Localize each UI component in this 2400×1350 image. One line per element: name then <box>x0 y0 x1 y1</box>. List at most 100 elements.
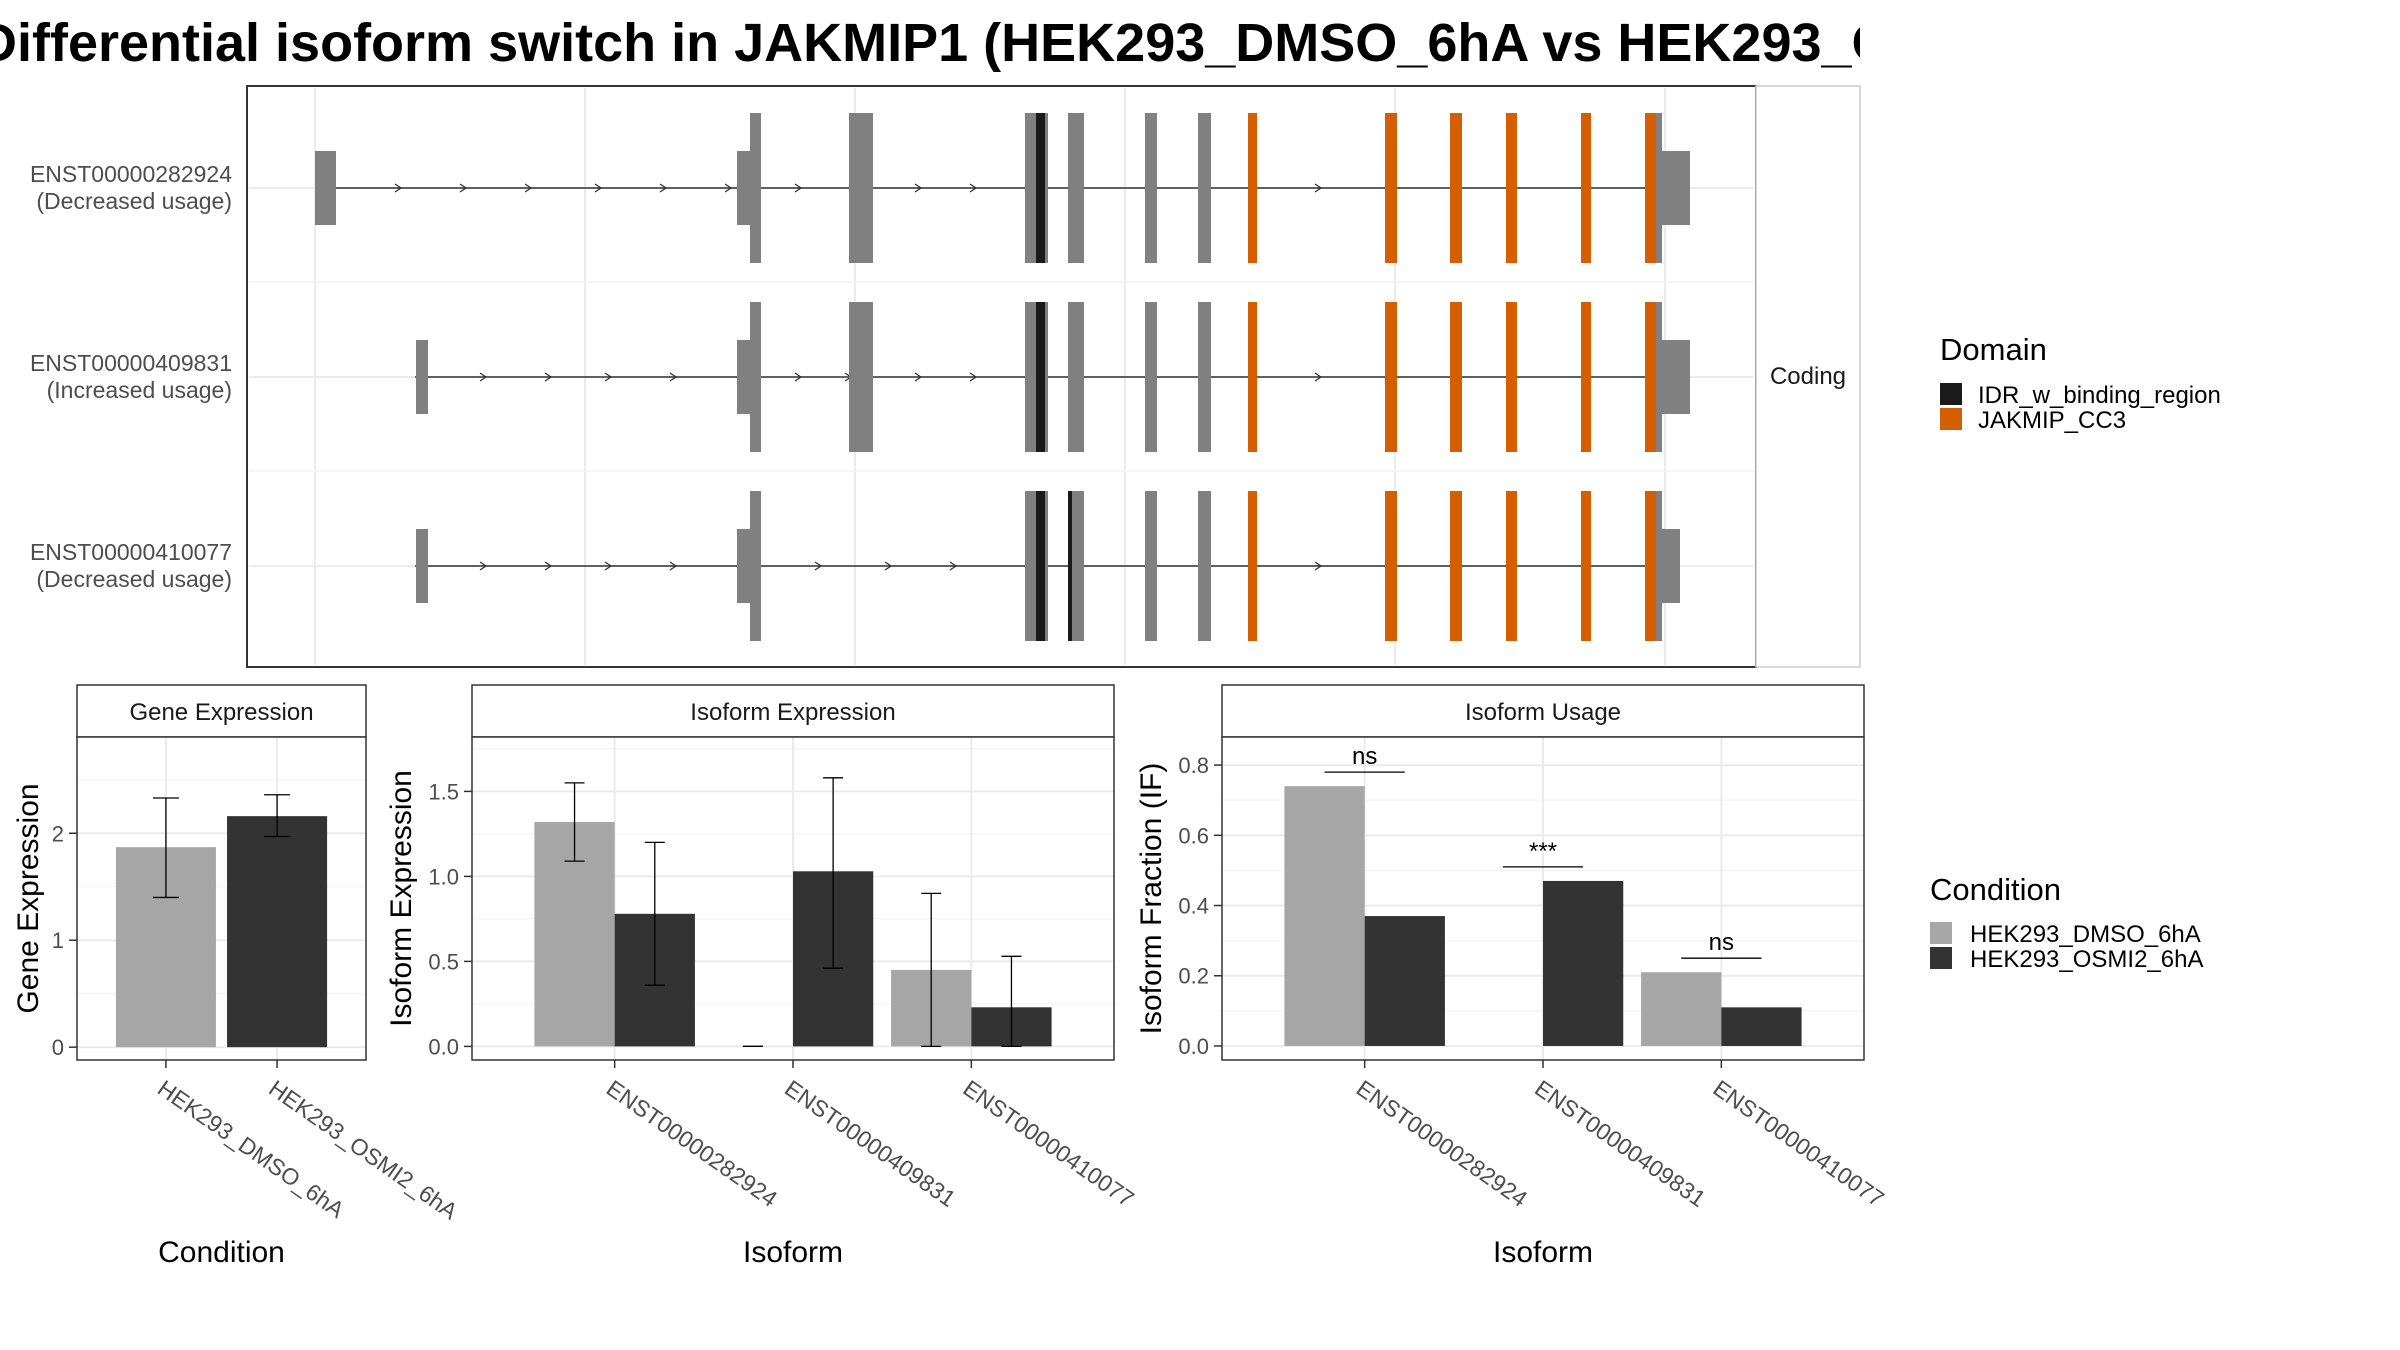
cc3-domain <box>1385 302 1397 452</box>
cc3-domain <box>1248 302 1257 452</box>
cc3-domain <box>1506 113 1517 263</box>
title-clip: Differential isoform switch in JAKMIP1 (… <box>0 0 1860 90</box>
significance-label: ns <box>1709 929 1734 956</box>
direction-arrow <box>969 372 978 382</box>
bar <box>1721 1007 1802 1046</box>
x-tick-label: ENST00000410077 <box>958 1075 1138 1212</box>
x-tick-label: HEK293_DMSO_6hA <box>153 1075 350 1224</box>
legend-label-cc3: JAKMIP_CC3 <box>1978 407 2126 434</box>
direction-arrow <box>884 561 893 571</box>
legend-key-osmi2 <box>1930 947 1952 969</box>
transcript-usage: (Decreased usage) <box>36 566 232 592</box>
direction-arrow <box>949 561 958 571</box>
direction-arrow <box>814 561 823 571</box>
legend-key-cc3 <box>1940 408 1962 430</box>
legend-key-idr <box>1940 383 1962 405</box>
utr-exon <box>737 340 751 414</box>
y-tick-label: 0.2 <box>1178 964 1209 989</box>
cc3-domain <box>1581 113 1591 263</box>
coding-exon <box>1068 302 1084 452</box>
coding-exon <box>1045 491 1048 641</box>
cc3-domain <box>1581 302 1591 452</box>
direction-arrow <box>669 561 678 571</box>
significance-label: ns <box>1352 743 1377 770</box>
panel-strip <box>1221 684 1865 738</box>
cc3-domain <box>1248 491 1257 641</box>
coding-exon <box>750 302 761 452</box>
coding-exon <box>1045 113 1048 263</box>
coding-exon <box>849 302 873 452</box>
y-tick-label: 1.5 <box>428 779 459 804</box>
idr-domain <box>1036 491 1045 641</box>
transcript-id: ENST00000282924 <box>30 161 232 187</box>
direction-arrow <box>794 183 803 193</box>
coding-exon <box>1145 491 1157 641</box>
y-axis-label: Gene Expression <box>12 783 45 1013</box>
direction-arrow <box>669 372 678 382</box>
bar <box>227 816 328 1048</box>
bar <box>1364 916 1445 1046</box>
panel-border <box>76 736 367 1061</box>
legend-label-osmi2: HEK293_OSMI2_6hA <box>1970 946 2203 973</box>
y-tick-label: 0 <box>52 1035 64 1060</box>
domain-legend: Domain IDR_w_binding_region JAKMIP_CC3 <box>1940 332 2221 434</box>
direction-arrow <box>479 561 488 571</box>
transcript-track <box>415 491 1680 641</box>
condition-legend-title: Condition <box>1930 872 2061 907</box>
x-axis-label: Isoform <box>743 1236 843 1269</box>
direction-arrow <box>1314 372 1323 382</box>
structure-tracks <box>315 113 1690 641</box>
x-tick-label: ENST00000409831 <box>1530 1075 1710 1212</box>
cc3-domain <box>1450 113 1462 263</box>
facet-label-coding: Coding <box>1770 363 1846 390</box>
x-tick-label: ENST00000282924 <box>1352 1075 1533 1212</box>
x-tick-label: ENST00000282924 <box>602 1075 783 1212</box>
direction-arrow <box>1314 561 1323 571</box>
transcript-usage: (Decreased usage) <box>36 188 232 214</box>
coding-exon <box>1068 113 1084 263</box>
cc3-domain <box>1450 491 1462 641</box>
cc3-domain <box>1248 113 1257 263</box>
y-tick-label: 0.6 <box>1178 823 1209 848</box>
direction-arrow <box>479 372 488 382</box>
utr-exon <box>737 529 751 603</box>
legend-key-dmso <box>1930 922 1952 944</box>
idr-domain <box>1036 302 1045 452</box>
domain-legend-title: Domain <box>1940 332 2047 367</box>
y-tick-label: 0.0 <box>428 1034 459 1059</box>
utr-exon <box>1662 151 1690 225</box>
cc3-domain <box>1506 491 1517 641</box>
bar <box>1543 880 1624 1046</box>
cc3-domain <box>1385 113 1397 263</box>
cc3-domain <box>1645 302 1656 452</box>
coding-exon <box>1656 491 1662 641</box>
utr-exon <box>1662 529 1680 603</box>
direction-arrow <box>969 183 978 193</box>
bar-panels: Gene Expression 0 1 2 HEK293_DMSO_6hAHEK293_… <box>12 684 1889 1269</box>
utr-exon <box>1662 340 1690 414</box>
y-axis-label: Isoform Expression <box>385 770 418 1027</box>
coding-exon <box>1072 491 1084 641</box>
cc3-domain <box>1506 302 1517 452</box>
coding-exon <box>1145 113 1157 263</box>
coding-exon <box>1198 113 1211 263</box>
direction-arrow <box>914 372 923 382</box>
transcript-labels: ENST00000282924 (Decreased usage) ENST00… <box>30 161 232 592</box>
direction-arrow <box>524 183 533 193</box>
coding-exon <box>1656 113 1662 263</box>
strip-label: Gene Expression <box>129 699 313 726</box>
strip-label: Isoform Usage <box>1465 699 1621 726</box>
x-axis-label: Condition <box>158 1236 285 1269</box>
transcript-id: ENST00000409831 <box>30 350 232 376</box>
legend-label-idr: IDR_w_binding_region <box>1978 382 2221 409</box>
x-tick-label: ENST00000410077 <box>1708 1075 1888 1212</box>
direction-arrow <box>1314 183 1323 193</box>
strip-label: Isoform Expression <box>690 699 895 726</box>
direction-arrow <box>604 561 613 571</box>
direction-arrow <box>794 372 803 382</box>
bar <box>1641 972 1722 1046</box>
coding-exon <box>1045 302 1048 452</box>
coding-exon <box>750 113 761 263</box>
y-tick-label: 1 <box>52 928 64 953</box>
condition-legend: Condition HEK293_DMSO_6hA HEK293_OSMI2_6… <box>1930 872 2203 973</box>
